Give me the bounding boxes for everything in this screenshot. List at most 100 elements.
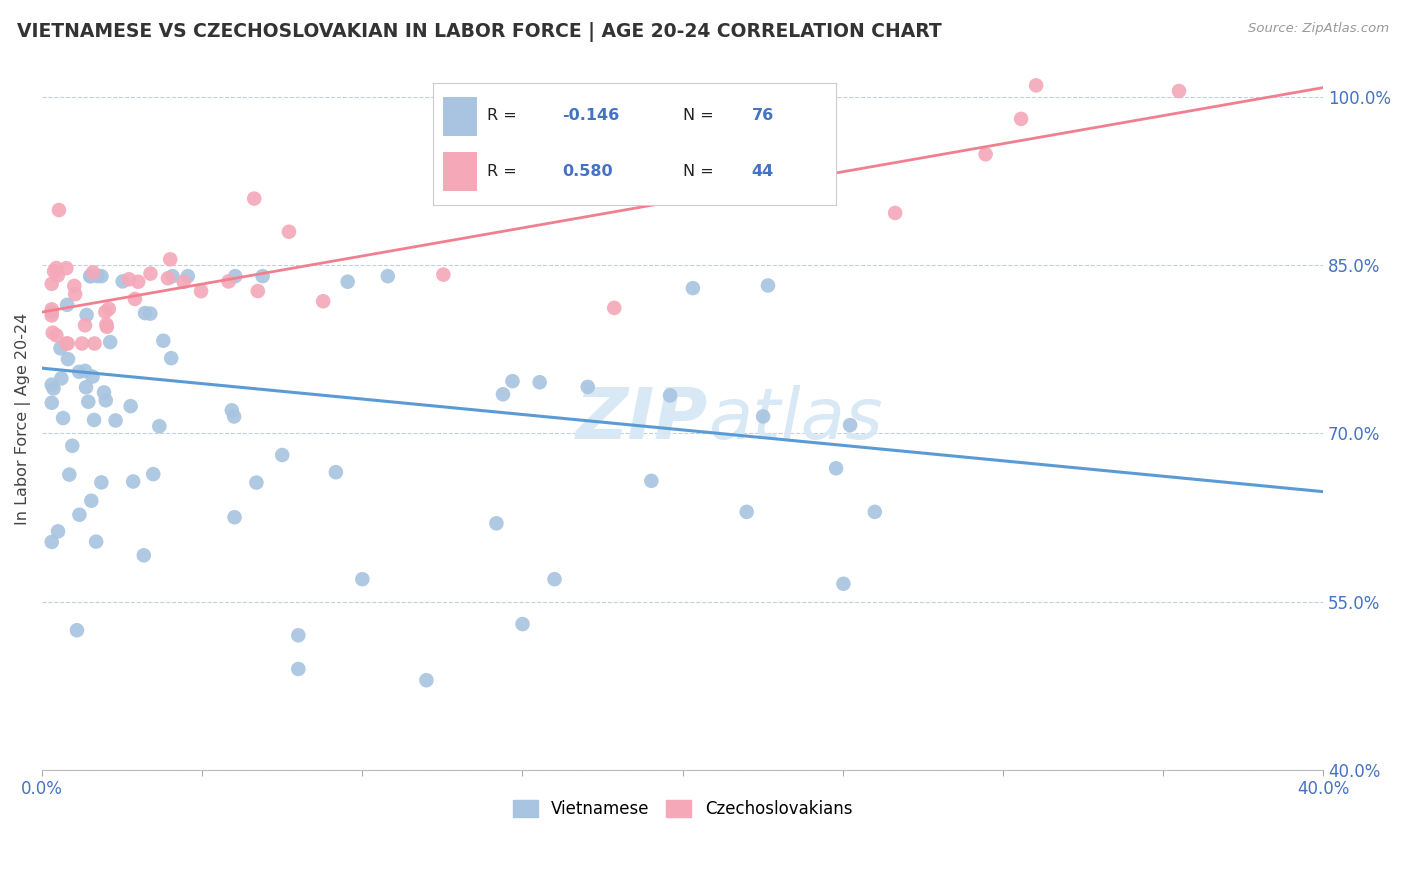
- Point: [160, 351, 183, 366]
- Point: [75, 380, 97, 394]
- Point: [82, 369, 104, 384]
- Point: [162, 269, 184, 284]
- Point: [45, 260, 67, 275]
- Point: [97, 301, 120, 316]
- Point: [132, 549, 155, 563]
- Point: [287, 662, 309, 676]
- Point: [224, 409, 246, 424]
- Point: [41, 396, 63, 410]
- Point: [124, 292, 146, 306]
- Point: [60, 439, 83, 453]
- Point: [80, 493, 103, 508]
- Point: [41, 535, 63, 549]
- Point: [41, 305, 63, 319]
- Point: [278, 225, 301, 239]
- Point: [252, 269, 274, 284]
- Point: [70, 336, 93, 351]
- Point: [41, 302, 63, 317]
- Point: [76, 308, 98, 322]
- Point: [77, 394, 100, 409]
- Point: [49, 341, 72, 355]
- Point: [825, 461, 848, 475]
- Point: [974, 147, 997, 161]
- Point: [98, 334, 121, 349]
- Point: [224, 510, 246, 524]
- Point: [312, 294, 335, 309]
- Point: [512, 617, 534, 632]
- Point: [704, 185, 727, 199]
- Point: [96, 318, 118, 332]
- Point: [83, 336, 105, 351]
- Point: [134, 306, 156, 320]
- Point: [543, 572, 565, 586]
- Point: [177, 269, 200, 284]
- Point: [56, 298, 79, 312]
- Point: [832, 576, 855, 591]
- Point: [79, 269, 101, 284]
- Point: [1025, 78, 1047, 93]
- Point: [52, 411, 75, 425]
- Point: [96, 319, 118, 334]
- Point: [73, 364, 96, 378]
- Point: [42, 381, 65, 395]
- Point: [41, 277, 63, 291]
- Point: [159, 252, 181, 267]
- Point: [863, 505, 886, 519]
- Point: [51, 371, 73, 385]
- Point: [1010, 112, 1032, 126]
- Point: [86, 269, 108, 284]
- Point: [41, 326, 63, 340]
- Point: [884, 206, 907, 220]
- Point: [55, 336, 77, 351]
- Point: [839, 418, 862, 433]
- Point: [66, 624, 89, 638]
- Point: [752, 409, 775, 424]
- Point: [63, 279, 86, 293]
- Point: [142, 467, 165, 482]
- Point: [42, 264, 65, 278]
- Point: [84, 534, 107, 549]
- Point: [156, 271, 179, 285]
- Point: [90, 475, 112, 490]
- Point: [659, 388, 682, 402]
- Point: [94, 305, 117, 319]
- Point: [55, 261, 77, 276]
- Point: [58, 467, 80, 482]
- Point: [67, 365, 90, 379]
- Point: [352, 572, 374, 586]
- Point: [67, 508, 90, 522]
- Legend: Vietnamese, Czechoslovakians: Vietnamese, Czechoslovakians: [506, 793, 859, 825]
- Point: [325, 465, 347, 479]
- Point: [224, 269, 246, 284]
- Point: [682, 281, 704, 295]
- Point: [45, 328, 67, 343]
- Point: [756, 278, 779, 293]
- Point: [640, 474, 662, 488]
- Point: [127, 275, 149, 289]
- Point: [104, 413, 127, 427]
- Point: [94, 393, 117, 408]
- Text: ZIP: ZIP: [576, 384, 709, 454]
- Point: [377, 269, 399, 284]
- Point: [221, 403, 243, 417]
- Point: [90, 269, 112, 284]
- Point: [218, 275, 240, 289]
- Point: [56, 336, 79, 351]
- Point: [120, 399, 142, 413]
- Point: [41, 309, 63, 323]
- Point: [122, 475, 145, 489]
- Text: VIETNAMESE VS CZECHOSLOVAKIAN IN LABOR FORCE | AGE 20-24 CORRELATION CHART: VIETNAMESE VS CZECHOSLOVAKIAN IN LABOR F…: [17, 22, 942, 42]
- Point: [73, 318, 96, 333]
- Point: [63, 287, 86, 301]
- Point: [118, 272, 141, 286]
- Point: [271, 448, 294, 462]
- Point: [139, 267, 162, 281]
- Point: [554, 134, 576, 148]
- Point: [735, 505, 758, 519]
- Point: [93, 385, 115, 400]
- Point: [46, 268, 69, 283]
- Point: [243, 192, 266, 206]
- Point: [529, 376, 551, 390]
- Point: [56, 352, 79, 367]
- Point: [48, 202, 70, 217]
